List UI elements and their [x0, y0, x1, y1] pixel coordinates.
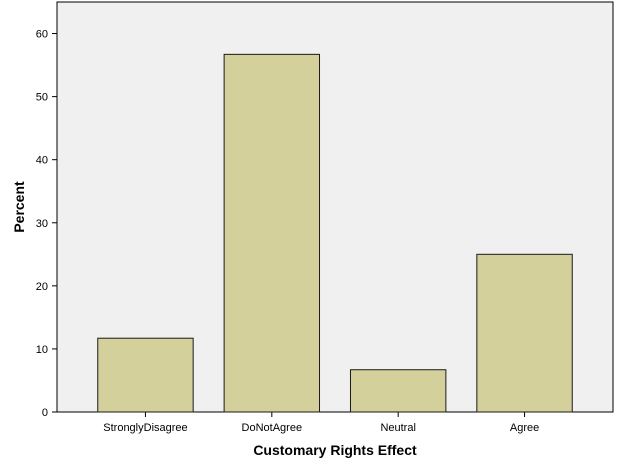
bars — [97, 53, 573, 413]
bar-donotagree — [223, 53, 321, 413]
y-tick-label: 50 — [36, 92, 48, 104]
y-axis-title: Percent — [11, 181, 27, 233]
y-tick-label: 30 — [36, 218, 48, 230]
y-tick-label: 60 — [36, 29, 48, 41]
y-tick-label: 20 — [36, 281, 48, 293]
y-tick-label: 0 — [42, 407, 48, 419]
x-tick-label: Agree — [510, 422, 539, 434]
x-tick-label: Neutral — [380, 422, 415, 434]
x-axis-title: Customary Rights Effect — [253, 442, 417, 458]
y-tick-label: 10 — [36, 344, 48, 356]
y-axis-ticks: 0 10 20 30 40 50 60 — [36, 29, 57, 419]
x-tick-label: DoNotAgree — [242, 422, 303, 434]
y-tick-label: 40 — [36, 155, 48, 167]
bar-neutral — [349, 369, 447, 413]
bar-agree — [476, 253, 573, 413]
x-axis-ticks: StronglyDisagree DoNotAgree Neutral Agree — [103, 412, 539, 434]
x-tick-label: StronglyDisagree — [103, 422, 187, 434]
bar-stronglydisagree — [97, 337, 194, 413]
